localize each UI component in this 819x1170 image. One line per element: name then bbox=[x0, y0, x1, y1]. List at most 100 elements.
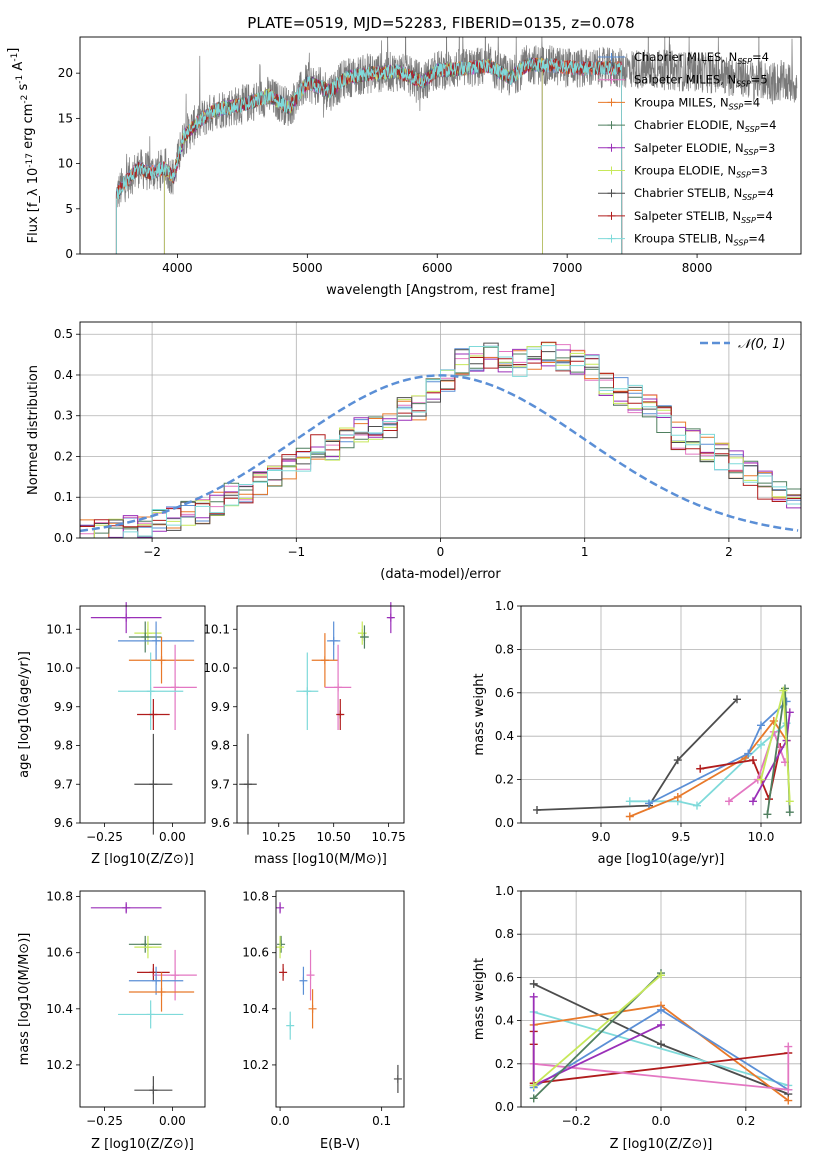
y-tick-label: 1.0 bbox=[495, 884, 514, 898]
point-marker bbox=[286, 1021, 295, 1030]
series-marker bbox=[529, 979, 538, 988]
errorbar-point bbox=[90, 602, 162, 634]
x-axis-label: Z [log10(Z/Z⊙)] bbox=[91, 1137, 194, 1152]
series-marker bbox=[733, 695, 741, 704]
y-tick-label: 9.7 bbox=[54, 777, 73, 791]
axes-frame bbox=[79, 605, 206, 824]
point-marker bbox=[386, 613, 395, 622]
errorbar-point bbox=[279, 963, 288, 981]
series-marker bbox=[749, 756, 757, 765]
legend-label: Kroupa MILES, NSSP=4 bbox=[634, 95, 760, 111]
x-axis-label: wavelength [Angstrom, rest frame] bbox=[326, 283, 555, 298]
y-tick-label: 0.4 bbox=[495, 1014, 514, 1028]
point-marker bbox=[276, 903, 285, 912]
errorbar-point bbox=[128, 972, 195, 1012]
errorbar-point bbox=[118, 652, 184, 730]
legend-marker bbox=[607, 53, 616, 61]
model-spectrum-line bbox=[163, 57, 543, 254]
point-marker bbox=[279, 968, 288, 977]
y-tick-label: 10.2 bbox=[46, 1058, 73, 1072]
x-tick-label: 0.00 bbox=[159, 1114, 186, 1128]
errorbar-point bbox=[286, 1011, 295, 1040]
axes-frame bbox=[520, 890, 802, 1108]
legend-marker bbox=[607, 121, 616, 130]
panel-age-vs-mass: 10.25 10.50 10.75 9.6 9.7 9.8 9.9 10.0 10.1 mass … bbox=[203, 602, 406, 867]
point-marker bbox=[152, 636, 161, 645]
errorbar-point bbox=[299, 966, 308, 995]
y-tick-label: 0.0 bbox=[54, 531, 73, 545]
y-axis-label: Flux [f_λ 10-17 erg cm-2 s-1 A-1] bbox=[6, 48, 41, 244]
errorbar-point bbox=[327, 621, 341, 661]
point-marker bbox=[303, 687, 312, 696]
panel-mass-vs-Z: −0.25 0.00 10.2 10.4 10.6 10.8 Z [log10(Z/Z⊙)]… bbox=[17, 890, 206, 1152]
errorbar-point bbox=[296, 652, 319, 730]
y-tick-label: 0.8 bbox=[495, 642, 514, 656]
errorbar-point bbox=[311, 633, 339, 688]
y-tick-label: 0.5 bbox=[54, 327, 73, 341]
errorbar-point bbox=[393, 1064, 402, 1093]
x-tick-label: 4000 bbox=[162, 261, 193, 275]
series-line bbox=[529, 1042, 793, 1094]
y-axis-label: Normed distribution bbox=[26, 365, 41, 495]
series-marker bbox=[784, 1085, 793, 1094]
spectrum-lines bbox=[115, 37, 798, 254]
axes-frame bbox=[520, 605, 802, 824]
series-path bbox=[728, 729, 786, 803]
y-tick-label: 0.0 bbox=[495, 1100, 514, 1114]
errorbar-point bbox=[357, 621, 367, 645]
y-tick-label: 10.1 bbox=[203, 622, 230, 636]
series-marker bbox=[785, 708, 794, 717]
errorbar-point bbox=[276, 935, 285, 959]
point-marker bbox=[143, 943, 152, 952]
axes-frame bbox=[275, 890, 405, 1108]
y-tick-label: 9.6 bbox=[54, 816, 73, 830]
point-marker bbox=[320, 656, 329, 665]
x-axis-label: Z [log10(Z/Z⊙)] bbox=[610, 1137, 713, 1152]
model-spectrum-line bbox=[115, 57, 623, 254]
point-marker bbox=[299, 976, 308, 985]
series-marker bbox=[763, 810, 772, 819]
series-marker bbox=[529, 992, 538, 1001]
series-line bbox=[533, 695, 741, 814]
x-tick-label: 7000 bbox=[552, 261, 583, 275]
y-tick-label: 10.0 bbox=[203, 661, 230, 675]
legend-marker bbox=[607, 189, 616, 198]
y-tick-label: 0 bbox=[65, 247, 73, 261]
legend-label: Chabrier ELODIE, NSSP=4 bbox=[634, 118, 776, 134]
y-tick-label: 0.6 bbox=[495, 970, 514, 984]
y-tick-label: 10.4 bbox=[242, 1002, 269, 1016]
x-axis-label: mass [log10(M/M⊙)] bbox=[254, 852, 387, 867]
y-tick-label: 0.0 bbox=[495, 816, 514, 830]
axes-frame bbox=[236, 605, 405, 824]
errorbar-point bbox=[276, 902, 285, 914]
series-marker bbox=[757, 775, 765, 784]
point-marker bbox=[336, 710, 345, 719]
errorbar-point bbox=[118, 621, 195, 661]
point-marker bbox=[149, 780, 158, 789]
y-tick-label: 10.8 bbox=[242, 890, 269, 904]
legend-label: Salpeter STELIB, NSSP=4 bbox=[634, 209, 773, 225]
x-tick-label: −0.25 bbox=[86, 830, 123, 844]
x-tick-label: −0.2 bbox=[562, 1114, 591, 1128]
point-marker bbox=[329, 636, 338, 645]
point-marker bbox=[306, 971, 315, 980]
point-marker bbox=[171, 683, 180, 692]
y-tick-label: 10.6 bbox=[242, 946, 269, 960]
series-path bbox=[648, 700, 788, 805]
errorbar-point bbox=[336, 699, 345, 730]
y-tick-label: 20 bbox=[58, 66, 73, 80]
y-tick-label: 1.0 bbox=[495, 599, 514, 613]
y-tick-label: 9.9 bbox=[211, 700, 230, 714]
series-marker bbox=[693, 801, 701, 810]
y-tick-label: 10.0 bbox=[46, 661, 73, 675]
point-marker bbox=[152, 976, 161, 985]
normal-curve bbox=[80, 374, 799, 533]
errorbar-point bbox=[386, 602, 395, 634]
errorbar-point bbox=[134, 733, 173, 835]
series-marker bbox=[749, 797, 757, 806]
errorbar-point bbox=[128, 966, 184, 995]
histogram-step bbox=[80, 341, 801, 528]
histogram-step bbox=[80, 345, 801, 538]
errorbar-point bbox=[360, 625, 369, 649]
